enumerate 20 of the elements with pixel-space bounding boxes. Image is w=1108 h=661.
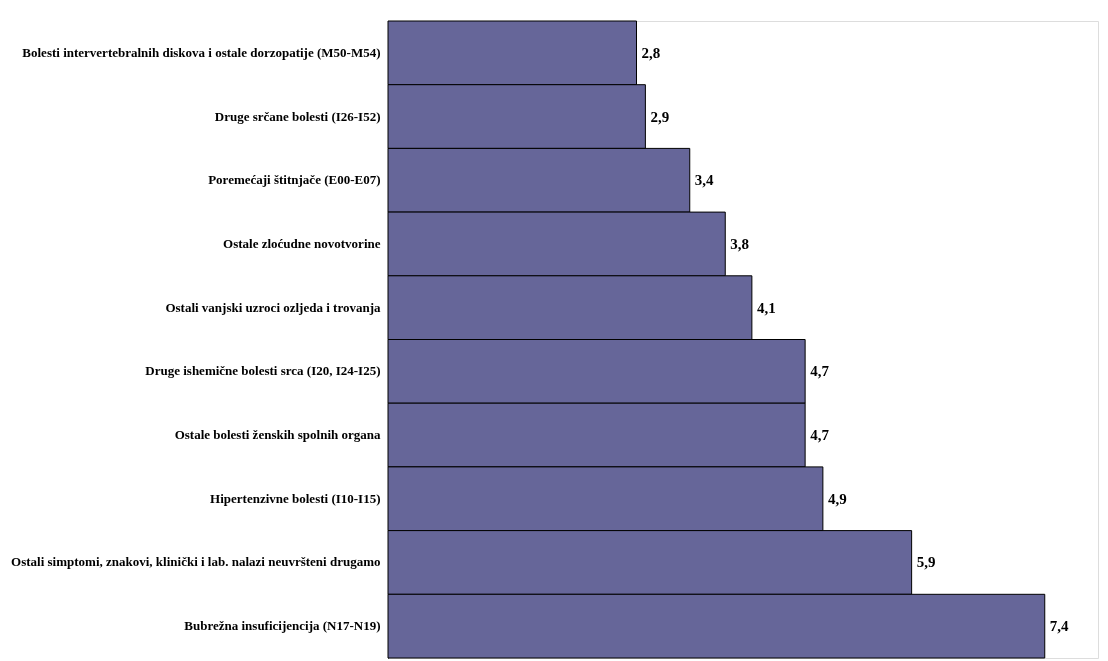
data-label: 4,7	[810, 363, 830, 380]
y-tick-label: Druge srčane bolesti (I26-I52)	[214, 108, 381, 124]
y-tick-label: Ostale bolesti ženskih spolnih organa	[174, 427, 381, 443]
y-tick-label: Hipertenzivne bolesti (I10-I15)	[210, 490, 381, 506]
data-label: 4,9	[827, 490, 847, 507]
data-label: 7,4	[1049, 618, 1069, 635]
data-label: 4,1	[756, 299, 776, 316]
y-tick-label: Ostali vanjski uzroci ozljeda i trovanja	[165, 299, 381, 315]
data-label: 3,8	[730, 235, 749, 252]
y-tick-label: Ostale zloćudne novotvorine	[223, 235, 381, 251]
data-label: 3,4	[694, 172, 714, 189]
data-label: 4,7	[810, 427, 830, 444]
y-tick-label: Ostali simptomi, znakovi, klinički i lab. nalazi neuvršteni drugamo	[11, 554, 381, 570]
y-tick-label: Poremećaji štitnjače (E00-E07)	[208, 172, 381, 188]
y-tick-label: Bubrežna insuficijencija (N17-N19)	[184, 618, 381, 634]
data-label: 5,9	[916, 554, 936, 571]
y-tick-label: Druge ishemične bolesti srca (I20, I24-I25)	[145, 363, 381, 379]
data-label: 2,9	[650, 108, 670, 125]
data-label: 2,8	[641, 44, 661, 61]
y-tick-label: Bolesti intervertebralnih diskova i ostale dorzopatije (M50-M54)	[22, 44, 381, 60]
